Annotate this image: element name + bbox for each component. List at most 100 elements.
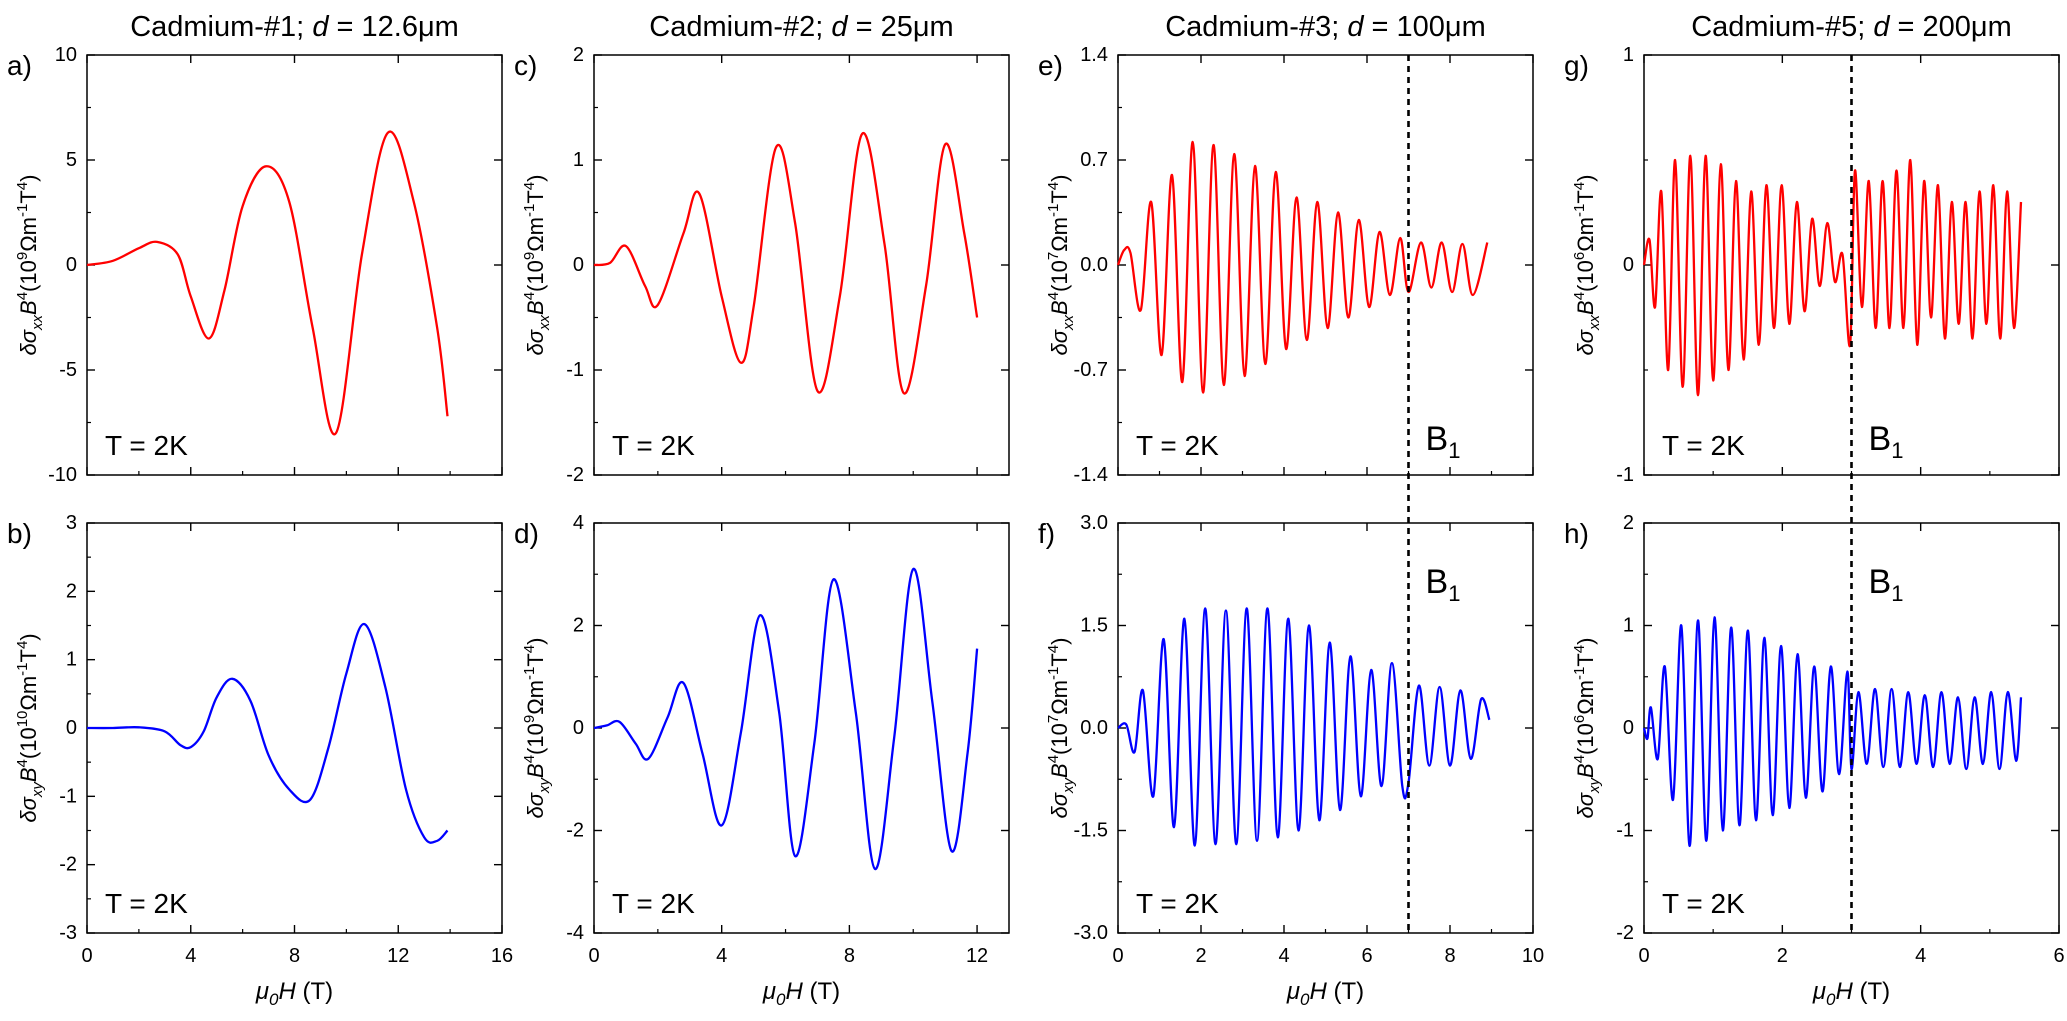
y-label-unit-sup: 4 — [521, 182, 538, 190]
column-title: Cadmium-#5; d = 200μm — [1691, 11, 2012, 43]
series-line — [86, 622, 449, 844]
y-label-paren: ( — [1047, 284, 1072, 292]
y-label-unit-sup: -1 — [521, 667, 538, 680]
y-tick-label: 10 — [55, 44, 77, 66]
column-title-d: d — [1873, 11, 1890, 43]
y-label-sigma: δσ — [16, 796, 41, 822]
x-axis-label-sub: 0 — [1826, 990, 1836, 1009]
panel-label: h) — [1564, 518, 1589, 549]
y-label-unit: 10 — [523, 723, 548, 747]
y-label-unit: T — [1047, 653, 1072, 666]
x-axis-label-h: H — [1309, 978, 1327, 1005]
y-tick-label: 1 — [1623, 44, 1634, 66]
y-label-b: B — [1573, 300, 1598, 315]
x-axis-label-mu: μ — [1286, 978, 1300, 1005]
series-line — [593, 132, 979, 395]
y-label-unit: 10 — [16, 260, 41, 284]
y-label-unit-sup: 9 — [521, 252, 538, 260]
column-title-sample: Cadmium-#1; — [130, 11, 312, 43]
column-title: Cadmium-#2; d = 25μm — [649, 11, 953, 43]
x-tick-label: 0 — [588, 945, 599, 967]
y-label-sub: xy — [1060, 776, 1077, 794]
y-label-b: B — [1047, 763, 1072, 778]
y-tick-label: 1.5 — [1080, 615, 1108, 637]
x-axis-label-h: H — [278, 978, 296, 1005]
y-label-paren: ( — [1573, 747, 1598, 755]
y-tick-label: -1.5 — [1074, 820, 1108, 842]
y-tick-label: -1 — [59, 785, 77, 807]
marker-label-letter: B — [1869, 563, 1892, 601]
temperature-annotation: T = 2K — [612, 888, 695, 919]
x-axis-label: μ0H (T) — [762, 978, 840, 1009]
y-label-b: B — [16, 300, 41, 315]
series-line — [593, 567, 979, 871]
x-tick-label: 12 — [966, 945, 988, 967]
y-label-unit-sup: 6 — [1571, 715, 1588, 723]
y-label-sigma: δσ — [1573, 329, 1598, 355]
x-tick-label: 0 — [1112, 945, 1123, 967]
temperature-annotation: T = 2K — [1136, 430, 1219, 461]
x-axis-label: μ0H (T) — [1812, 978, 1890, 1009]
column-title-thickness: = 100μm — [1363, 11, 1485, 43]
marker-label-letter: B — [1426, 563, 1449, 601]
marker-label-letter: B — [1869, 420, 1892, 458]
y-label-sub: xx — [29, 314, 46, 331]
temperature-annotation: T = 2K — [1662, 430, 1745, 461]
y-label-paren-close: ) — [1573, 175, 1598, 182]
column-title-d: d — [312, 11, 329, 43]
y-axis-label: δσxyB4(107Ωm-1T4) — [1045, 638, 1077, 819]
x-tick-label: 4 — [185, 945, 196, 967]
panel-label: f) — [1038, 518, 1055, 549]
y-tick-label: -10 — [48, 464, 77, 486]
y-label-unit: 10 — [1047, 723, 1072, 747]
y-label-paren-close: ) — [16, 633, 41, 640]
series-line — [1117, 607, 1491, 847]
y-label-paren: ( — [1573, 284, 1598, 292]
y-tick-label: 0.0 — [1080, 254, 1108, 276]
y-tick-label: 0 — [573, 717, 584, 739]
y-label-unit-sup: -1 — [14, 204, 31, 217]
column-title-sample: Cadmium-#2; — [649, 11, 831, 43]
y-label-unit-sup: -1 — [14, 662, 31, 675]
x-tick-label: 8 — [844, 945, 855, 967]
temperature-annotation: T = 2K — [105, 888, 188, 919]
series-line — [86, 130, 449, 436]
y-label-sup: 4 — [1571, 292, 1588, 300]
column-title-sample: Cadmium-#3; — [1165, 11, 1347, 43]
x-axis-label-mu: μ — [762, 978, 776, 1005]
y-tick-label: 0 — [66, 254, 77, 276]
y-label-unit-sup: -1 — [521, 204, 538, 217]
chart-panel-e: -1.4-0.70.00.71.4e)T = 2K B1δσxxB4(107Ωm-… — [1038, 44, 1534, 486]
y-label-sigma: δσ — [1047, 792, 1072, 818]
y-label-unit: T — [1573, 190, 1598, 203]
y-label-sub: xy — [536, 776, 553, 794]
y-label-unit-sup: 4 — [1045, 182, 1062, 190]
marker-label: B1 — [1869, 420, 1904, 463]
y-tick-label: 0.0 — [1080, 717, 1108, 739]
x-axis-label-mu: μ — [255, 978, 269, 1005]
y-label-sub: xx — [1586, 314, 1603, 331]
column-title-d: d — [831, 11, 848, 43]
temperature-annotation: T = 2K — [1662, 888, 1745, 919]
y-tick-label: 3 — [66, 512, 77, 534]
y-label-paren: ( — [16, 284, 41, 292]
y-label-unit: T — [523, 190, 548, 203]
y-label-unit-sup: 6 — [1571, 252, 1588, 260]
y-label-sub: xx — [1060, 314, 1077, 331]
y-label-unit-sup: 9 — [521, 715, 538, 723]
y-tick-label: 0 — [1623, 254, 1634, 276]
y-tick-label: 4 — [573, 512, 584, 534]
y-tick-label: 1 — [1623, 615, 1634, 637]
y-label-paren-close: ) — [1047, 638, 1072, 645]
y-tick-label: 1.4 — [1080, 44, 1108, 66]
y-label-unit-sup: 9 — [14, 252, 31, 260]
x-tick-label: 2 — [1195, 945, 1206, 967]
x-axis-label-sub: 0 — [1300, 990, 1310, 1009]
y-label-b: B — [1047, 300, 1072, 315]
y-label-unit-sup: 4 — [14, 182, 31, 190]
x-tick-label: 4 — [716, 945, 727, 967]
y-label-unit-sup: -1 — [1045, 204, 1062, 217]
